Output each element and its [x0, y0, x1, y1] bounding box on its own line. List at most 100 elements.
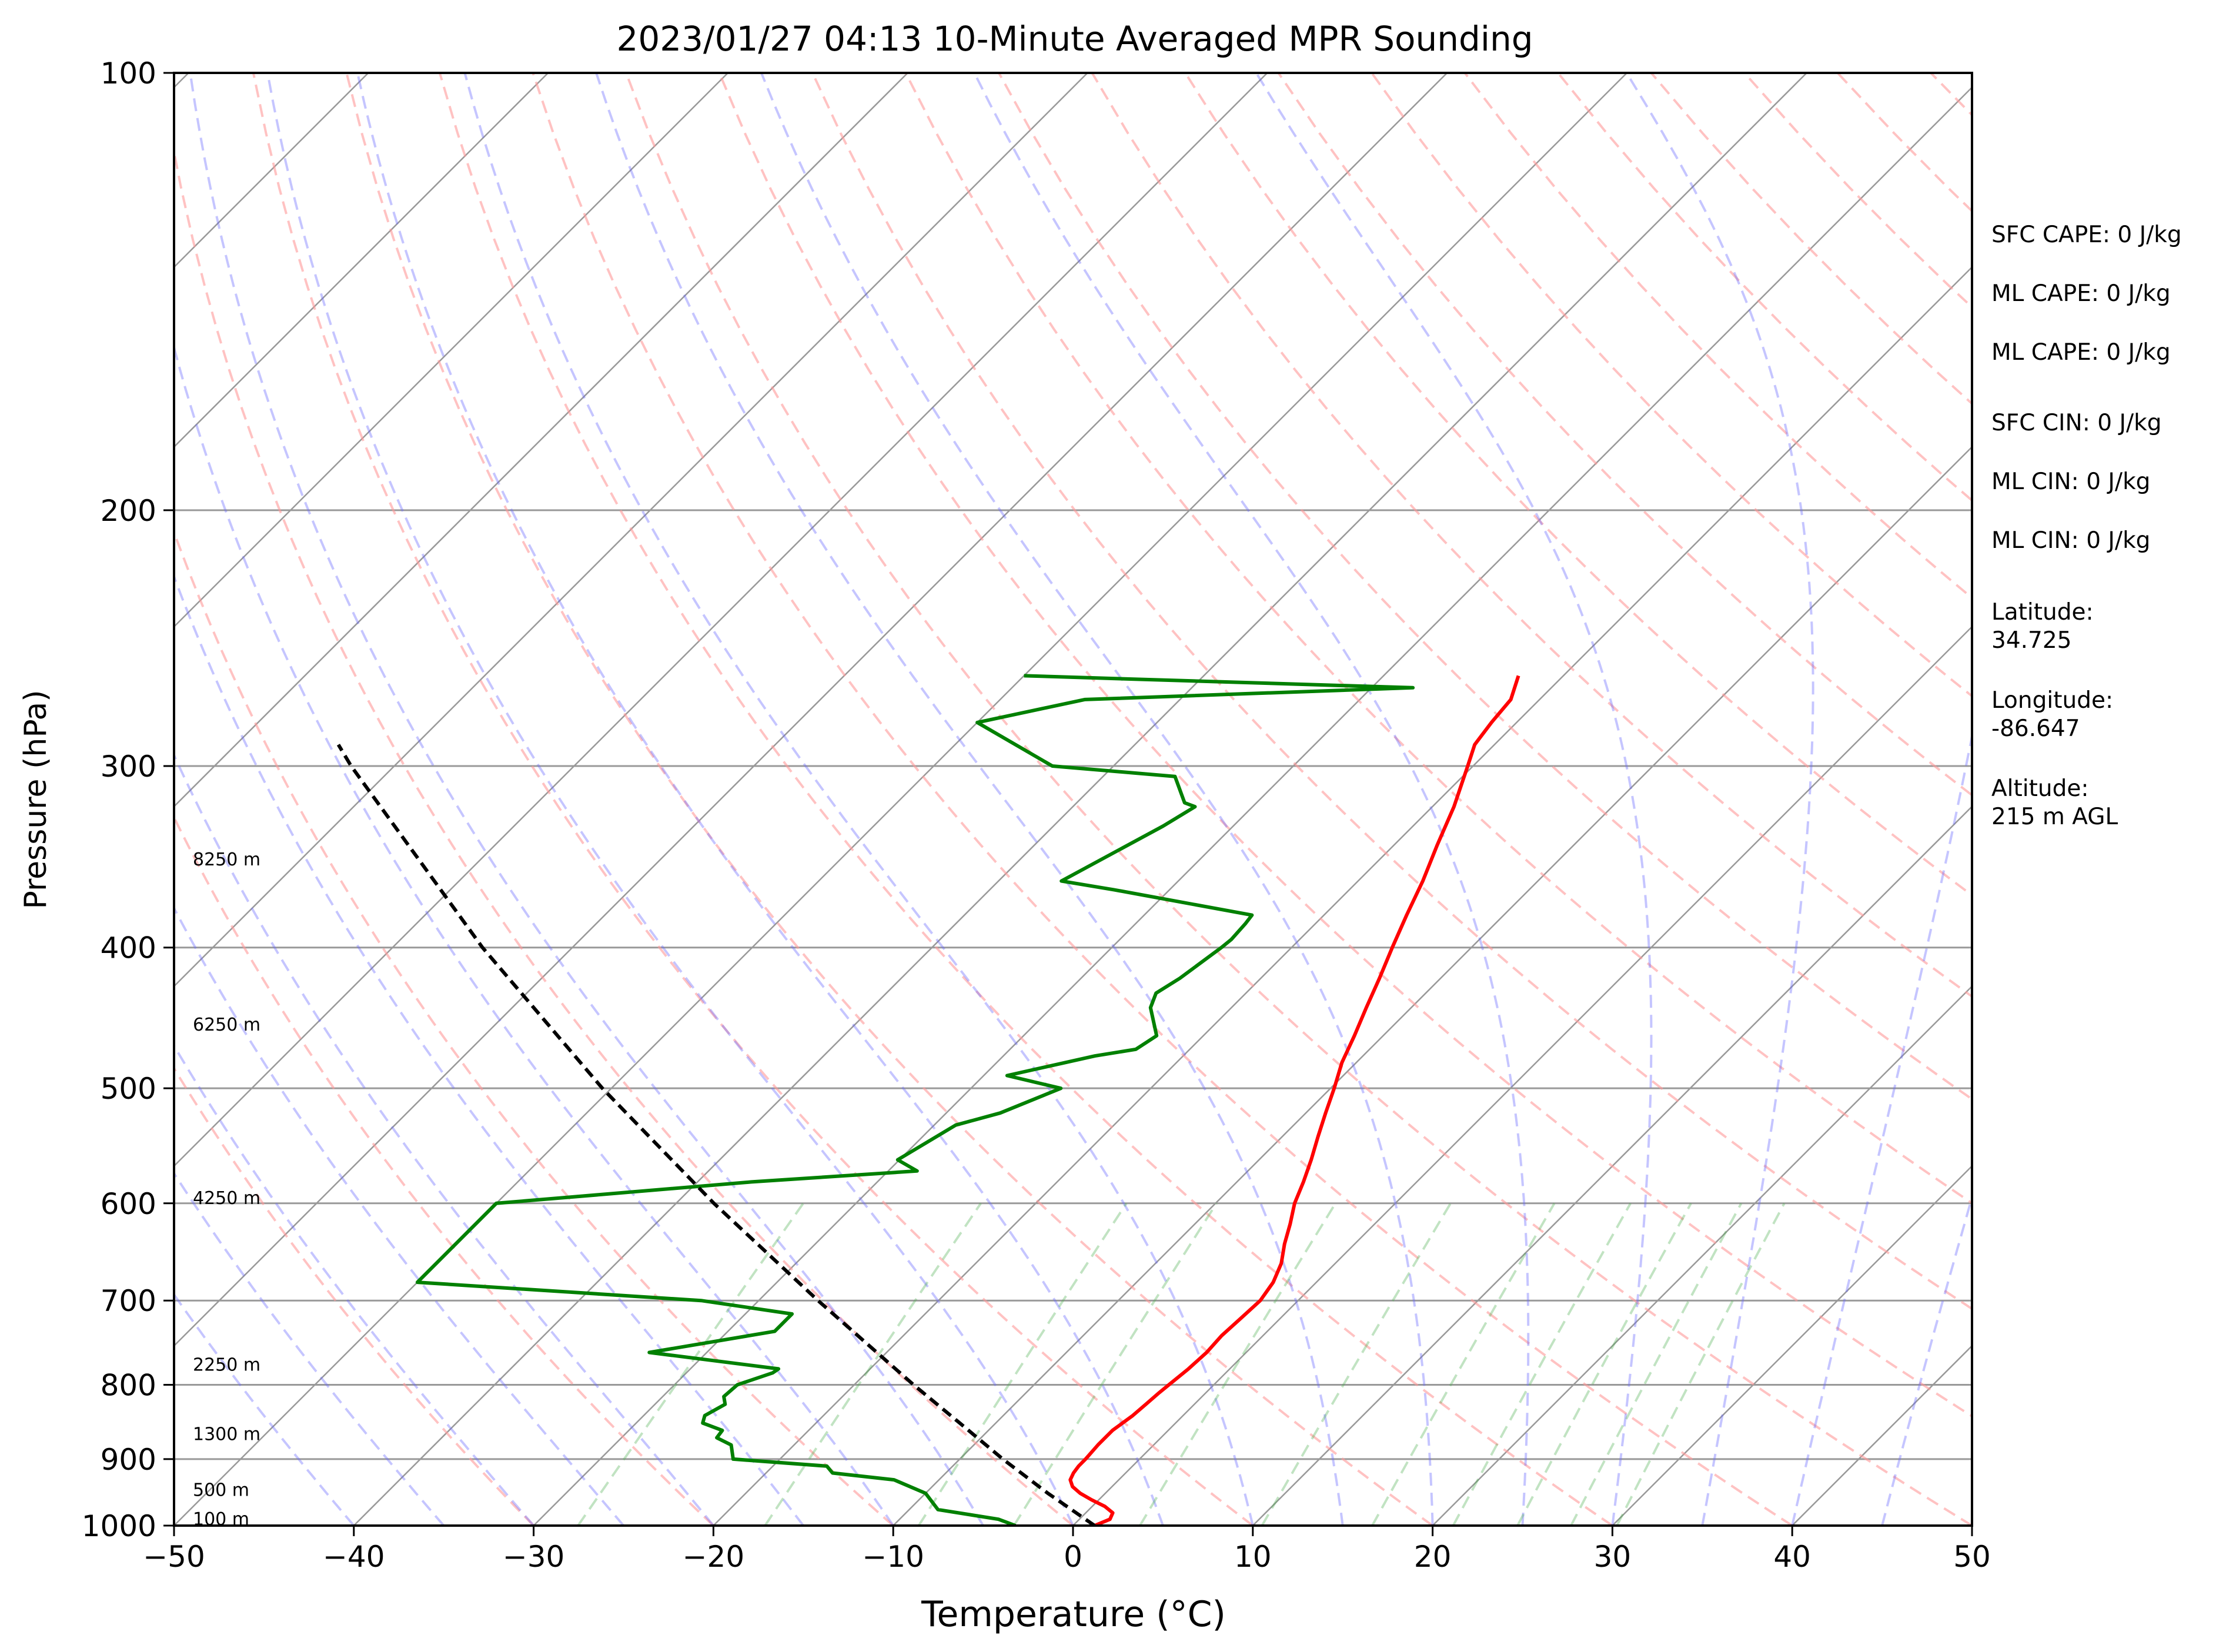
isotherm-line [1612, 1165, 1972, 1526]
moist-adiabat [174, 752, 714, 1526]
dry-adiabat [1277, 73, 1972, 797]
isotherm-line [713, 266, 1972, 1526]
series-lines [336, 674, 1520, 1526]
height-label: 2250 m [193, 1355, 260, 1375]
isotherm-line [1072, 626, 1972, 1526]
moist-adiabat [174, 1292, 355, 1526]
mixing-ratio-line [764, 1202, 982, 1526]
sfc-cape-text: SFC CAPE: 0 J/kg [1991, 222, 2182, 248]
y-tick-label: 400 [101, 931, 156, 965]
x-tick-label: 0 [1064, 1540, 1082, 1574]
moist-adiabat [1881, 1193, 1972, 1526]
x-tick-label: −20 [683, 1540, 745, 1574]
ml-cape-text-2: ML CAPE: 0 J/kg [1991, 339, 2171, 366]
x-tick-label: −50 [143, 1540, 205, 1574]
chart-title: 2023/01/27 04:13 10-Minute Averaged MPR … [616, 19, 1533, 59]
y-tick-label: 900 [101, 1443, 156, 1477]
altitude-text: Altitude: 215 m AGL [1991, 775, 2118, 830]
isotherm-line [533, 86, 1972, 1526]
dry-adiabat [998, 73, 1972, 1101]
moist-adiabat [595, 73, 1344, 1526]
ml-cin-text-2: ML CIN: 0 J/kg [1991, 527, 2151, 554]
x-tick-label: 30 [1594, 1540, 1632, 1574]
x-tick-label: −40 [323, 1540, 385, 1574]
temperature-profile [1068, 675, 1520, 1526]
moist-adiabat [1791, 730, 1972, 1526]
ml-cin-text: ML CIN: 0 J/kg [1991, 469, 2151, 495]
y-tick-label: 700 [101, 1284, 156, 1318]
moist-adiabat [189, 73, 984, 1526]
height-label: 500 m [193, 1480, 249, 1500]
y-tick-label: 300 [101, 750, 156, 784]
dry-adiabat [904, 73, 1972, 1205]
mixing-ratio-line [1012, 1202, 1218, 1526]
isotherm-line [174, 73, 728, 628]
x-axis-ticks: −50 −40 −30 −20 −10 0 10 20 30 40 50 [143, 1526, 1991, 1574]
sfc-cin-text: SFC CIN: 0 J/kg [1991, 410, 2162, 436]
ml-cape-text: ML CAPE: 0 J/kg [1991, 280, 2171, 307]
y-tick-label: 100 [101, 56, 156, 91]
mixing-ratio-line [1371, 1202, 1556, 1526]
mixing-ratio-line [1516, 1202, 1692, 1526]
y-tick-label: 600 [101, 1187, 156, 1221]
isotherm-line [174, 73, 908, 808]
mixing-ratio-line [1261, 1202, 1452, 1526]
isotherm-line [174, 73, 369, 269]
isotherm-line [1252, 805, 1972, 1526]
moist-adiabat [1255, 73, 1653, 1526]
isotherm-line [174, 73, 1088, 988]
x-tick-label: 10 [1234, 1540, 1272, 1574]
mixing-ratio-line [1616, 1202, 1786, 1526]
y-tick-label: 500 [101, 1072, 156, 1106]
latitude-text: Latitude: 34.725 [1991, 599, 2094, 654]
dewpoint-profile [415, 674, 1415, 1526]
moist-adiabat [1625, 73, 1814, 1526]
x-tick-label: −30 [503, 1540, 565, 1574]
mixing-ratio-line [1452, 1202, 1632, 1526]
dry-adiabat [345, 73, 1433, 1526]
y-axis-ticks: 1000 900 800 700 600 500 400 300 200 100 [82, 56, 174, 1543]
y-tick-label: 200 [101, 494, 156, 528]
height-label: 6250 m [193, 1015, 260, 1035]
height-label: 8250 m [193, 850, 260, 870]
mixing-ratio-line [1139, 1202, 1337, 1526]
mixing-ratio-line [917, 1202, 1128, 1526]
plot-frame [173, 72, 1973, 1527]
isotherm-line [174, 73, 1448, 1347]
moist-adiabat [973, 73, 1530, 1526]
isotherm-line [1432, 985, 1972, 1526]
dry-adiabat [174, 529, 894, 1526]
height-label: 4250 m [193, 1188, 260, 1209]
mixing-ratio-line [577, 1202, 804, 1526]
x-tick-label: 20 [1414, 1540, 1452, 1574]
dry-adiabat [174, 814, 714, 1526]
moist-adiabat [760, 73, 1434, 1526]
isotherm-line [174, 73, 1268, 1168]
y-tick-label: 1000 [82, 1509, 156, 1543]
x-tick-label: 40 [1773, 1540, 1811, 1574]
moist-adiabat [174, 343, 894, 1526]
isotherm-line [174, 73, 1627, 1526]
height-label: 1300 m [193, 1424, 260, 1444]
y-axis-label: Pressure (hPa) [18, 690, 54, 909]
x-tick-label: 50 [1953, 1540, 1991, 1574]
dry-adiabat [718, 73, 1972, 1418]
x-axis-label: Temperature (°C) [921, 1594, 1226, 1635]
background-lines [0, 73, 1972, 1526]
moist-adiabat [174, 573, 804, 1526]
isotherm-line [0, 73, 9, 1526]
dry-adiabat [532, 73, 1793, 1526]
dry-adiabat [1091, 73, 1972, 998]
x-tick-label: −10 [862, 1540, 924, 1574]
isotherm-line [893, 446, 1972, 1526]
longitude-text: Longitude: -86.647 [1991, 687, 2114, 742]
dry-adiabat [174, 146, 1074, 1526]
moist-adiabat [463, 73, 1254, 1526]
moist-adiabat [266, 73, 1074, 1526]
mixing-ratio-line [1570, 1202, 1743, 1526]
dry-adiabat [625, 73, 1972, 1526]
dry-adiabat [174, 1066, 535, 1526]
moist-adiabat [174, 905, 625, 1526]
